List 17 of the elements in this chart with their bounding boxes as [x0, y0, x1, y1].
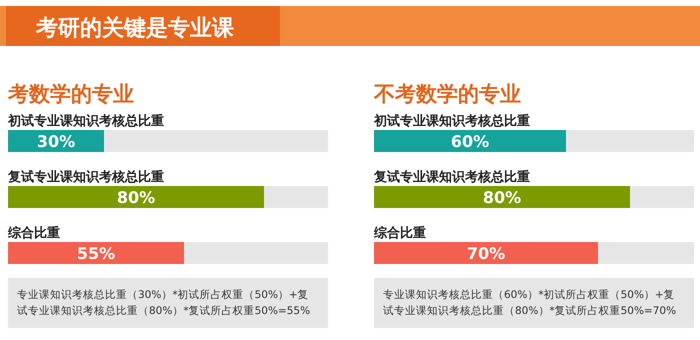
text: 专业课知识考核总比重（30%）*初试所占权重（50%）+复试专业课知识考核总比重（80%）*复试所占权重50%=55%	[17, 288, 310, 317]
chart-title: 考研的关键是专业课	[35, 16, 234, 41]
data-label: 60%	[450, 132, 490, 151]
text: 专业课知识考核总比重（60%）*初试所占权重（50%）+复试专业课知识考核总比重（80%）*复试所占权重50%=70%	[383, 288, 676, 317]
data-label: 80%	[482, 188, 522, 207]
category-label: 初试专业课知识考核总比重	[374, 114, 530, 129]
category-label: 综合比重	[8, 226, 60, 241]
data-label: 55%	[76, 244, 116, 263]
category-label: 综合比重	[374, 226, 426, 241]
chart-subtitle: 考数学的专业	[7, 82, 134, 106]
category-label: 复试专业课知识考核总比重	[8, 170, 164, 185]
data-label: 70%	[466, 244, 506, 263]
category-label: 复试专业课知识考核总比重	[374, 170, 530, 185]
data-label: 80%	[116, 188, 156, 207]
category-label: 初试专业课知识考核总比重	[8, 114, 164, 129]
chart-subtitle: 不考数学的专业	[373, 82, 521, 106]
data-label: 30%	[36, 132, 76, 151]
